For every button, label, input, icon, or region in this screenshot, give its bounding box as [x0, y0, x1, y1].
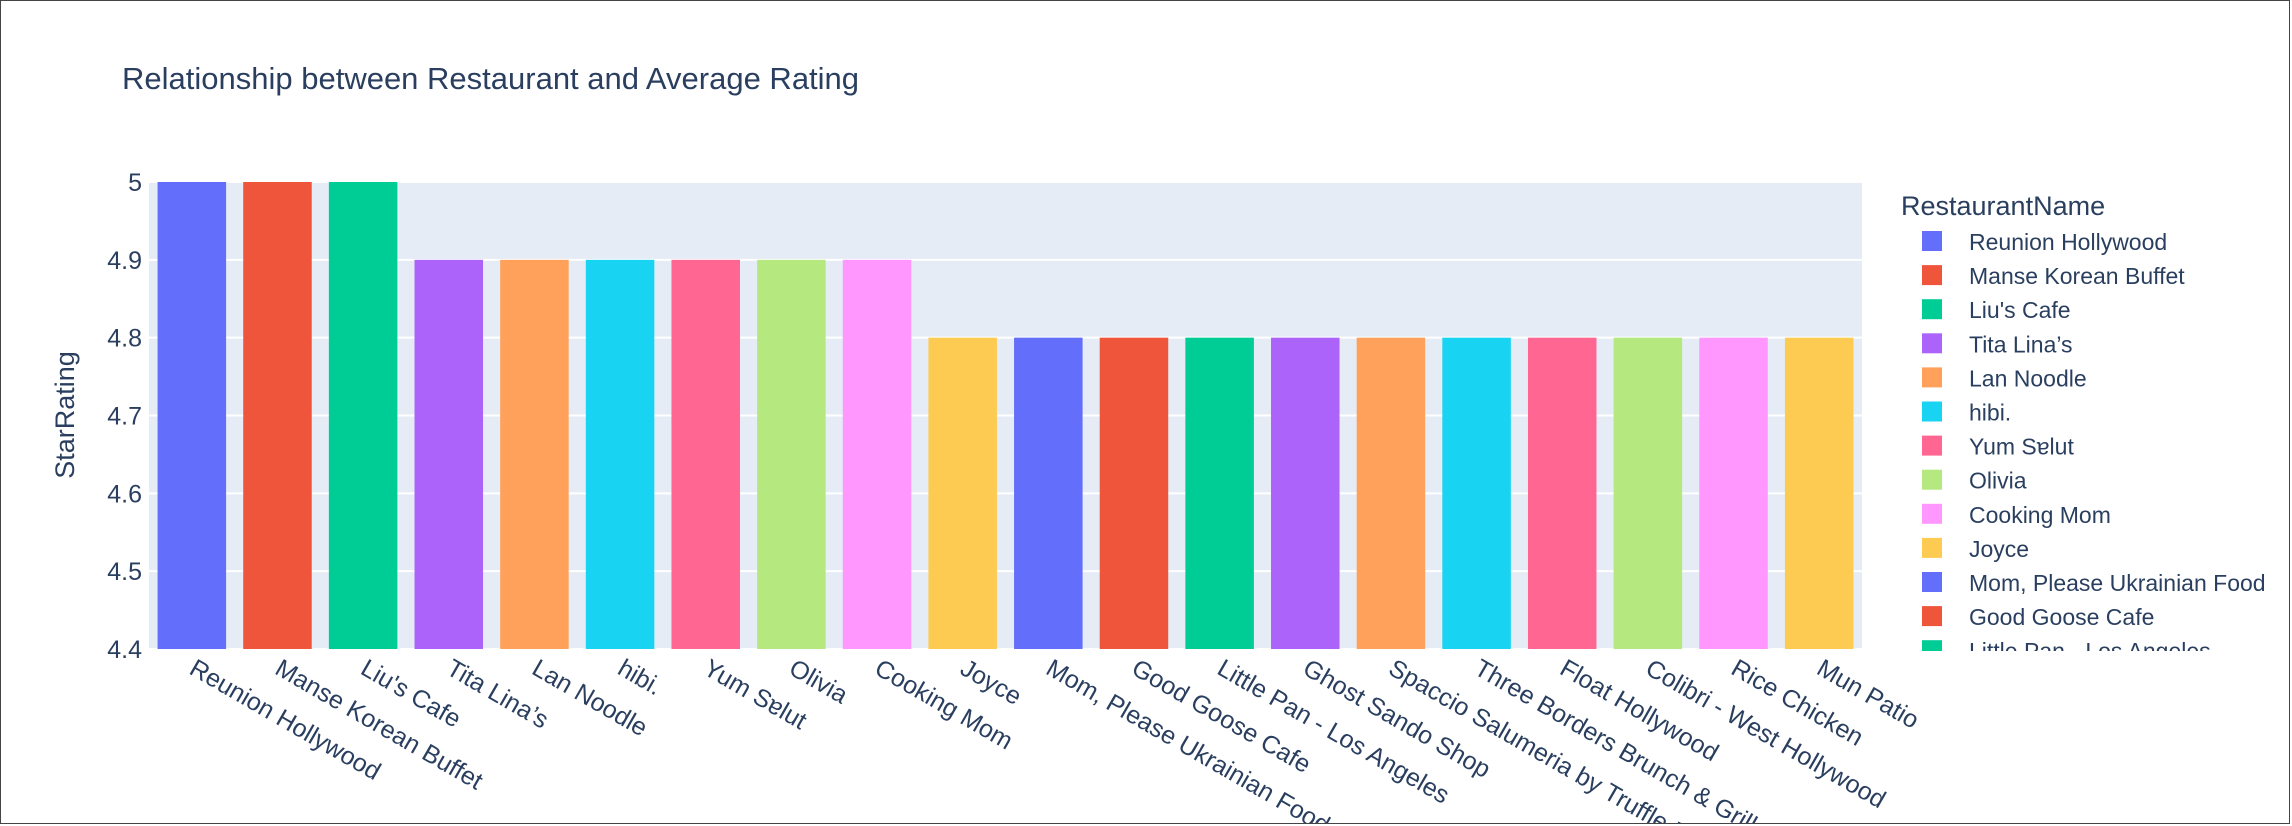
- bar[interactable]: [1185, 337, 1254, 649]
- x-tick-label: Mom, Please Ukrainian Food: [1041, 654, 1334, 824]
- y-tick-label: 4.9: [107, 247, 142, 275]
- bar[interactable]: [928, 337, 997, 649]
- legend-label: Mom, Please Ukrainian Food: [1969, 570, 2266, 596]
- bar[interactable]: [671, 259, 740, 649]
- legend-item[interactable]: Liu's Cafe: [1922, 297, 2071, 323]
- legend-item[interactable]: Good Goose Cafe: [1922, 604, 2154, 630]
- bar[interactable]: [1784, 337, 1854, 649]
- legend-title: RestaurantName: [1901, 191, 2105, 221]
- bar[interactable]: [842, 259, 912, 649]
- y-tick-label: 4.7: [107, 403, 142, 431]
- bars: [157, 182, 1854, 649]
- y-axis-label: StarRating: [50, 351, 80, 479]
- bar[interactable]: [1699, 337, 1768, 649]
- legend-swatch: [1922, 606, 1942, 627]
- legend-item[interactable]: Cooking Mom: [1922, 502, 2111, 528]
- legend-label: Yum Sɐlut: [1969, 434, 2074, 460]
- legend-swatch: [1922, 333, 1942, 354]
- legend-label: Little Pan - Los Angeles: [1969, 638, 2211, 664]
- y-axis-ticks: 4.4 4.5 4.6 4.7 4.8 4.9 5: [107, 169, 142, 664]
- bar[interactable]: [414, 259, 484, 649]
- legend-swatch: [1922, 401, 1942, 422]
- legend-label: Liu's Cafe: [1969, 297, 2071, 323]
- legend-swatch: [1922, 231, 1942, 251]
- legend-items[interactable]: Reunion Hollywood Manse Korean Buffet Liu'…: [1922, 229, 2266, 664]
- legend-item[interactable]: Little Pan - Los Angeles: [1922, 638, 2211, 664]
- legend-swatch: [1922, 572, 1942, 592]
- bar[interactable]: [1442, 337, 1511, 649]
- legend-swatch: [1922, 299, 1942, 320]
- legend-swatch: [1922, 265, 1942, 286]
- legend-label: Cooking Mom: [1969, 502, 2111, 528]
- legend-item[interactable]: Yum Sɐlut: [1922, 434, 2074, 460]
- legend-item[interactable]: Joyce: [1922, 536, 2029, 562]
- y-tick-label: 4.4: [107, 636, 142, 664]
- y-tick-label: 4.6: [107, 480, 142, 508]
- legend-label: Manse Korean Buffet: [1969, 263, 2185, 289]
- bar[interactable]: [500, 259, 569, 649]
- bar[interactable]: [585, 259, 655, 649]
- bar[interactable]: [1271, 337, 1340, 649]
- legend-swatch: [1922, 367, 1942, 388]
- y-tick-label: 4.8: [107, 325, 142, 353]
- legend-swatch: [1922, 503, 1942, 524]
- legend[interactable]: Reunion Hollywood Manse Korean Buffet Liu'…: [1922, 229, 2266, 664]
- legend-label: Joyce: [1969, 536, 2029, 562]
- bar[interactable]: [328, 182, 398, 649]
- bar[interactable]: [1099, 337, 1169, 649]
- bar[interactable]: [1613, 337, 1683, 649]
- legend-item[interactable]: Olivia: [1922, 468, 2027, 494]
- legend-swatch: [1922, 435, 1942, 456]
- chart-title: Relationship between Restaurant and Aver…: [122, 61, 859, 96]
- bar[interactable]: [1527, 337, 1597, 649]
- bar[interactable]: [1356, 337, 1426, 649]
- legend-item[interactable]: hibi.: [1922, 400, 2011, 426]
- legend-label: Olivia: [1969, 468, 2027, 494]
- x-tick-label: hibi.: [613, 654, 667, 701]
- legend-label: Good Goose Cafe: [1969, 604, 2154, 630]
- legend-swatch: [1922, 640, 1942, 651]
- y-tick-label: 4.5: [107, 558, 142, 586]
- legend-label: Reunion Hollywood: [1969, 229, 2167, 255]
- y-tick-label: 5: [128, 169, 142, 197]
- bar[interactable]: [157, 182, 227, 649]
- legend-item[interactable]: Manse Korean Buffet: [1922, 263, 2185, 289]
- bar[interactable]: [757, 259, 826, 649]
- legend-item[interactable]: Tita Lina’s: [1922, 331, 2073, 357]
- bar[interactable]: [243, 182, 312, 649]
- legend-item[interactable]: Lan Noodle: [1922, 365, 2087, 391]
- legend-item[interactable]: Reunion Hollywood: [1922, 229, 2167, 255]
- bar[interactable]: [1014, 337, 1083, 649]
- legend-label: Lan Noodle: [1969, 365, 2087, 391]
- legend-swatch: [1922, 537, 1942, 558]
- legend-swatch: [1922, 469, 1942, 490]
- legend-item[interactable]: Mom, Please Ukrainian Food: [1922, 570, 2266, 596]
- legend-label: Tita Lina’s: [1969, 331, 2073, 357]
- legend-label: hibi.: [1969, 400, 2011, 426]
